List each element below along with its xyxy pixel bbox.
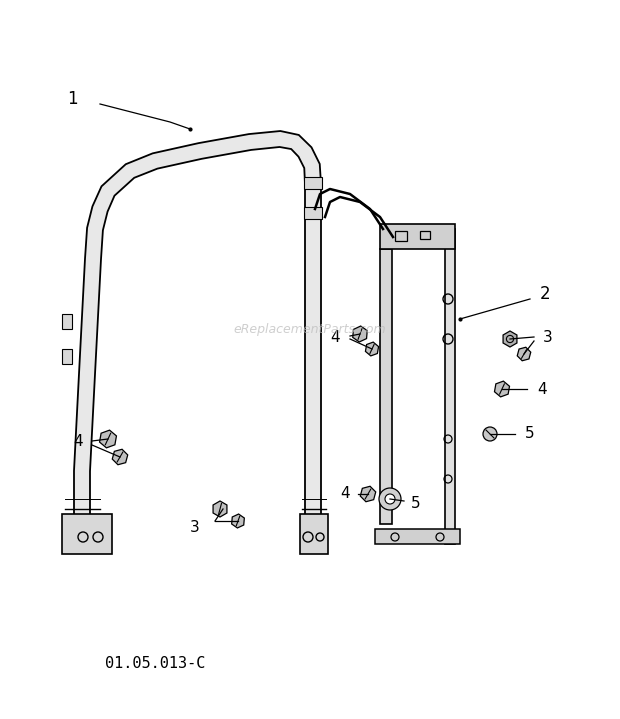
Polygon shape: [300, 514, 328, 554]
Polygon shape: [445, 229, 455, 544]
Circle shape: [483, 427, 497, 441]
Text: eReplacementParts.com: eReplacementParts.com: [234, 323, 386, 336]
Circle shape: [379, 488, 401, 510]
Text: 5: 5: [525, 426, 535, 441]
Text: 1: 1: [67, 90, 78, 108]
Text: 4: 4: [537, 382, 547, 396]
Polygon shape: [232, 514, 244, 528]
Polygon shape: [380, 224, 455, 249]
Polygon shape: [380, 249, 392, 524]
Polygon shape: [365, 342, 379, 356]
Polygon shape: [62, 349, 72, 364]
Text: 4: 4: [73, 434, 83, 449]
Text: 3: 3: [190, 520, 200, 534]
Text: 3: 3: [543, 329, 553, 344]
Text: 5: 5: [411, 497, 421, 511]
Polygon shape: [112, 449, 128, 464]
Polygon shape: [304, 207, 322, 219]
Bar: [395, 231, 407, 241]
Bar: [420, 231, 430, 239]
Polygon shape: [213, 501, 227, 517]
Polygon shape: [304, 177, 322, 189]
Text: 4: 4: [340, 487, 350, 501]
Polygon shape: [353, 326, 367, 342]
Polygon shape: [62, 514, 112, 554]
Polygon shape: [375, 529, 460, 544]
Text: 2: 2: [539, 285, 551, 303]
Polygon shape: [74, 131, 321, 519]
Text: 4: 4: [330, 329, 340, 344]
Polygon shape: [495, 381, 510, 397]
Polygon shape: [360, 486, 376, 502]
Polygon shape: [517, 347, 531, 361]
Polygon shape: [100, 430, 117, 448]
Circle shape: [385, 494, 395, 504]
Polygon shape: [503, 331, 517, 347]
Text: 01.05.013-C: 01.05.013-C: [105, 656, 205, 672]
Polygon shape: [62, 314, 72, 329]
